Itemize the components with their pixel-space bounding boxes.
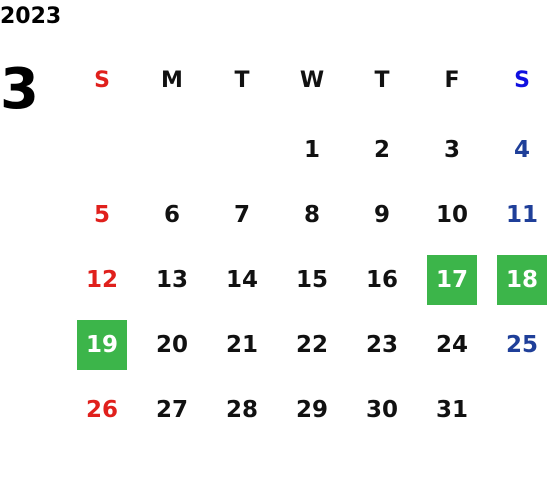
day: 12 [85,267,118,293]
day: 15 [295,267,328,293]
weekday-label: S [514,67,530,93]
day: 8 [303,202,320,228]
day: 14 [225,267,258,293]
day: 9 [373,202,390,228]
day: 31 [435,397,468,423]
day: 25 [505,332,538,358]
day: 26 [85,397,118,423]
day: 10 [435,202,468,228]
highlighted-day: 18 [497,255,547,305]
day: 27 [155,397,188,423]
month: 3 [0,57,39,122]
day: 3 [443,137,460,163]
year: 2023 [0,4,62,29]
weekday-label: T [234,67,250,93]
weekday-label: S [94,67,110,93]
day: 7 [233,202,250,228]
day: 16 [365,267,398,293]
day: 4 [513,137,530,163]
day: 13 [155,267,188,293]
day: 22 [295,332,328,358]
day: 20 [155,332,188,358]
day: 30 [365,397,398,423]
day: 23 [365,332,398,358]
day: 21 [225,332,258,358]
weekday-label: T [374,67,390,93]
weekday-label: F [444,67,460,93]
day: 6 [163,202,180,228]
day: 1 [303,137,320,163]
day: 29 [295,397,328,423]
day: 24 [435,332,468,358]
day: 2 [373,137,390,163]
weekday-label: W [299,67,325,93]
highlighted-day: 17 [427,255,477,305]
weekday-label: M [161,67,183,93]
day: 11 [505,202,538,228]
highlighted-day: 19 [77,320,127,370]
day: 28 [225,397,258,423]
day: 5 [93,202,110,228]
